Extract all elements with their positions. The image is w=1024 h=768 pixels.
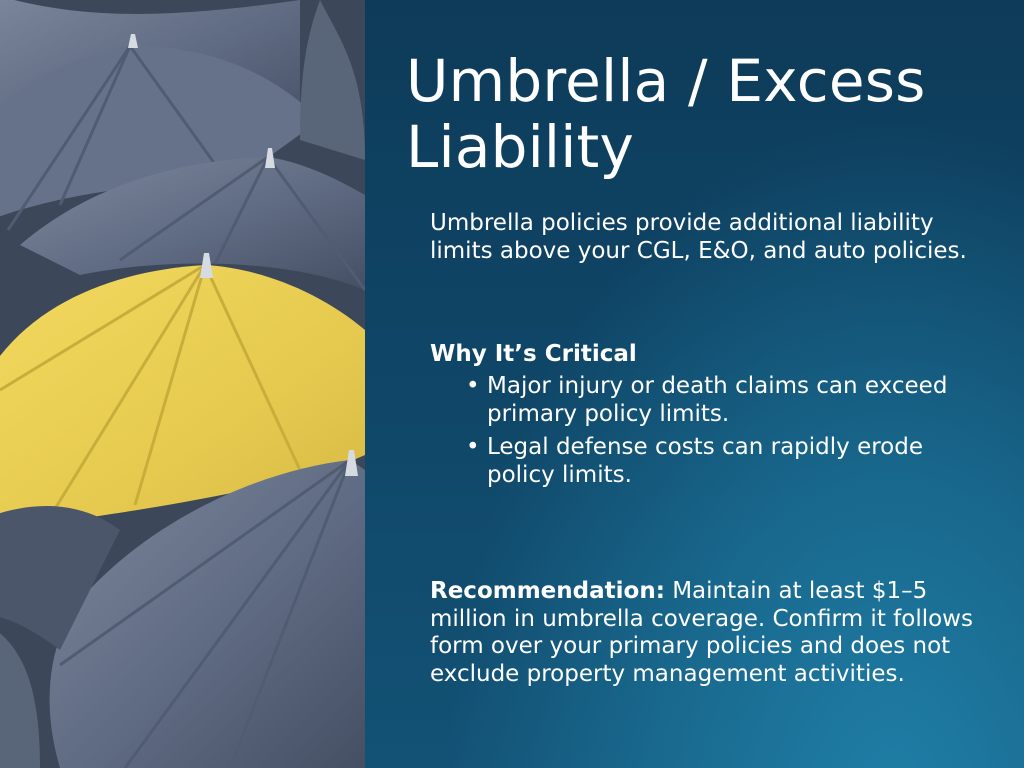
recommendation-label: Recommendation: xyxy=(430,578,665,604)
bullet-text: Major injury or death claims can exceed … xyxy=(487,373,948,427)
slide-title: Umbrella / Excess Liability xyxy=(406,47,926,181)
bullet-item: • Legal defense costs can rapidly erode … xyxy=(430,434,975,489)
bullet-icon: • xyxy=(466,434,480,460)
content-panel xyxy=(365,0,1024,768)
bullet-icon: • xyxy=(466,373,480,399)
umbrellas-illustration xyxy=(0,0,365,768)
bullet-list: • Major injury or death claims can excee… xyxy=(430,373,975,495)
bullet-text: Legal defense costs can rapidly erode po… xyxy=(487,434,923,488)
bullet-item: • Major injury or death claims can excee… xyxy=(430,373,975,428)
umbrellas-image xyxy=(0,0,365,768)
recommendation-body: Maintain at least $1–5 million in umbrel… xyxy=(430,578,973,687)
intro-text: Umbrella policies provide additional lia… xyxy=(430,210,967,264)
recommendation-text: Recommendation: Maintain at least $1–5 m… xyxy=(430,578,975,688)
why-heading: Why It’s Critical xyxy=(430,341,637,367)
